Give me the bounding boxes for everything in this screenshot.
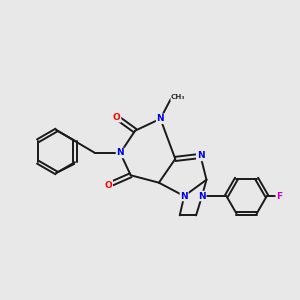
Text: F: F — [276, 192, 282, 201]
Text: N: N — [116, 148, 124, 158]
Text: N: N — [197, 152, 204, 160]
Text: O: O — [104, 181, 112, 190]
Text: N: N — [198, 192, 206, 201]
Text: N: N — [180, 192, 188, 201]
Text: CH₃: CH₃ — [171, 94, 185, 100]
Text: O: O — [113, 113, 121, 122]
Text: N: N — [157, 114, 164, 123]
